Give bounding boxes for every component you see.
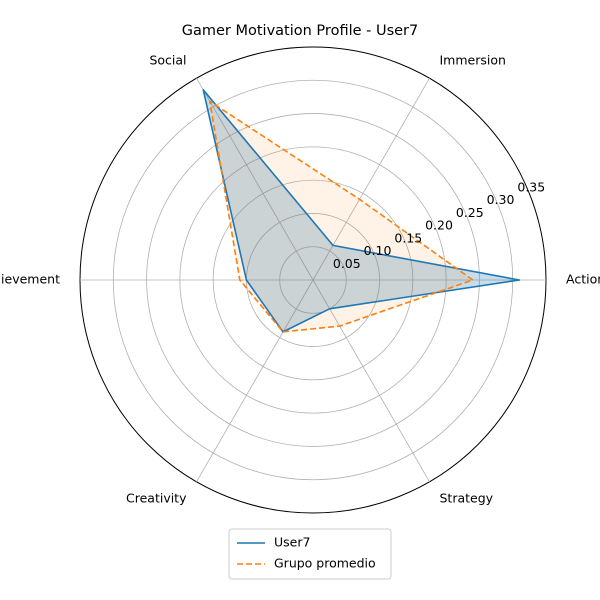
category-label-action: Action [566, 272, 600, 287]
category-label-creativity: Creativity [126, 491, 187, 506]
series-fill-0 [203, 89, 520, 332]
radial-tick-label: 0.05 [333, 256, 361, 271]
legend-label-1: Grupo promedio [274, 556, 376, 571]
series-line-0 [202, 88, 521, 333]
radar-spoke [196, 279, 314, 482]
radial-tick-label: 0.20 [425, 218, 453, 233]
legend-box [228, 528, 392, 580]
radar-series [202, 88, 521, 333]
radar-spoke [312, 78, 430, 281]
radial-tick-label: 0.25 [456, 205, 484, 220]
category-label-immersion: Immersion [440, 52, 506, 67]
category-label-strategy: Strategy [440, 491, 494, 506]
series-fill-1 [209, 101, 473, 332]
radial-tick-label: 0.10 [364, 243, 392, 258]
chart-title: Gamer Motivation Profile - User7 [182, 23, 419, 39]
legend: User7 Grupo promedio [228, 528, 392, 580]
radial-tick-label: 0.15 [394, 230, 422, 245]
radial-tick-label: 0.30 [487, 192, 515, 207]
radial-tick-label: 0.35 [517, 179, 545, 194]
category-label-social: Social [149, 52, 186, 67]
radar-spoke [196, 78, 314, 281]
radar-spoke [312, 279, 430, 482]
category-label-achievement: Achievement [0, 272, 60, 287]
series-line-1 [209, 100, 474, 333]
radar-labels: Action Immersion Social Achievement Creativi… [0, 52, 600, 505]
radar-grid [79, 46, 547, 514]
legend-label-0: User7 [274, 535, 310, 550]
